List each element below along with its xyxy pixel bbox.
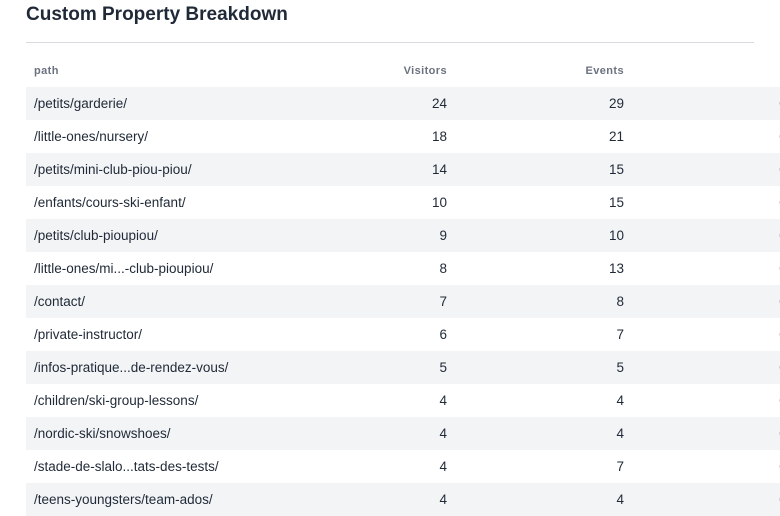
- table-row[interactable]: /little-ones/nursery/ 18 21 0.2%: [26, 120, 780, 153]
- row-cr: 0.2%: [632, 153, 780, 186]
- table-row[interactable]: /infos-pratique...de-rendez-vous/ 5 5 0.…: [26, 351, 780, 384]
- row-visitors: 6: [439, 327, 447, 342]
- row-path[interactable]: /petits/garderie/: [34, 96, 128, 111]
- row-visitors: 4: [439, 393, 447, 408]
- row-events: 15: [608, 162, 624, 177]
- row-cr: 0.1%: [632, 483, 780, 516]
- row-events: 15: [608, 195, 624, 210]
- table-row[interactable]: /little-ones/mi...-club-pioupiou/ 8 13 0…: [26, 252, 780, 285]
- row-path[interactable]: /little-ones/nursery/: [34, 129, 149, 144]
- row-cr: 0.1%: [632, 384, 780, 417]
- row-visitors: 5: [439, 360, 447, 375]
- row-visitors: 18: [431, 129, 447, 144]
- row-visitors: 10: [431, 195, 447, 210]
- row-cr: 0.1%: [632, 417, 780, 450]
- row-path[interactable]: /teens-youngsters/team-ados/: [34, 492, 213, 507]
- row-events: 5: [616, 360, 624, 375]
- row-path[interactable]: /petits/club-pioupiou/: [34, 228, 158, 243]
- row-cr: 0.1%: [632, 318, 780, 351]
- title-divider: [26, 42, 754, 43]
- row-visitors: 7: [439, 294, 447, 309]
- row-events: 7: [616, 459, 624, 474]
- table-row[interactable]: /petits/mini-club-piou-piou/ 14 15 0.2%: [26, 153, 780, 186]
- row-path[interactable]: /enfants/cours-ski-enfant/: [34, 195, 186, 210]
- row-events: 4: [616, 393, 624, 408]
- panel-title: Custom Property Breakdown: [26, 4, 288, 25]
- row-events: 29: [608, 96, 624, 111]
- row-events: 4: [616, 426, 624, 441]
- table-row[interactable]: /teens-youngsters/team-ados/ 4 4 0.1%: [26, 483, 780, 516]
- row-cr: 0.3%: [632, 87, 780, 120]
- column-header-visitors[interactable]: Visitors: [403, 65, 447, 77]
- row-path[interactable]: /children/ski-group-lessons/: [34, 393, 199, 408]
- breakdown-table: path Visitors Events CR /petits/garderie…: [26, 55, 780, 516]
- row-visitors: 4: [439, 459, 447, 474]
- row-cr: 0.1%: [632, 186, 780, 219]
- row-path[interactable]: /infos-pratique...de-rendez-vous/: [34, 360, 229, 375]
- row-path[interactable]: /stade-de-slalo...tats-des-tests/: [34, 459, 219, 474]
- row-cr: 0.1%: [632, 252, 780, 285]
- row-visitors: 8: [439, 261, 447, 276]
- row-events: 7: [616, 327, 624, 342]
- row-path[interactable]: /nordic-ski/snowshoes/: [34, 426, 171, 441]
- column-header-cr[interactable]: CR: [632, 55, 780, 87]
- row-cr: 0.1%: [632, 285, 780, 318]
- column-header-path[interactable]: path: [34, 65, 59, 77]
- row-events: 8: [616, 294, 624, 309]
- table-row[interactable]: /stade-de-slalo...tats-des-tests/ 4 7 0.…: [26, 450, 780, 483]
- row-path[interactable]: /petits/mini-club-piou-piou/: [34, 162, 192, 177]
- row-events: 21: [608, 129, 624, 144]
- row-events: 10: [608, 228, 624, 243]
- row-path[interactable]: /private-instructor/: [34, 327, 143, 342]
- table-header-row: path Visitors Events CR: [26, 55, 780, 87]
- row-events: 4: [616, 492, 624, 507]
- row-cr: 0.1%: [632, 351, 780, 384]
- row-cr: 0.1%: [632, 450, 780, 483]
- table-row[interactable]: /nordic-ski/snowshoes/ 4 4 0.1%: [26, 417, 780, 450]
- row-events: 13: [608, 261, 624, 276]
- table-row[interactable]: /contact/ 7 8 0.1%: [26, 285, 780, 318]
- row-visitors: 4: [439, 492, 447, 507]
- table-row[interactable]: /petits/garderie/ 24 29 0.3%: [26, 87, 780, 120]
- table-row[interactable]: /private-instructor/ 6 7 0.1%: [26, 318, 780, 351]
- table-row[interactable]: /children/ski-group-lessons/ 4 4 0.1%: [26, 384, 780, 417]
- table-row[interactable]: /petits/club-pioupiou/ 9 10 0.1%: [26, 219, 780, 252]
- row-cr: 0.2%: [632, 120, 780, 153]
- row-visitors: 4: [439, 426, 447, 441]
- row-path[interactable]: /contact/: [34, 294, 86, 309]
- row-cr: 0.1%: [632, 219, 780, 252]
- table-row[interactable]: /enfants/cours-ski-enfant/ 10 15 0.1%: [26, 186, 780, 219]
- column-header-events[interactable]: Events: [585, 65, 624, 77]
- custom-property-panel: Custom Property Breakdown path Visitors …: [26, 0, 780, 516]
- row-visitors: 9: [439, 228, 447, 243]
- row-path[interactable]: /little-ones/mi...-club-pioupiou/: [34, 261, 214, 276]
- row-visitors: 24: [431, 96, 447, 111]
- row-visitors: 14: [431, 162, 447, 177]
